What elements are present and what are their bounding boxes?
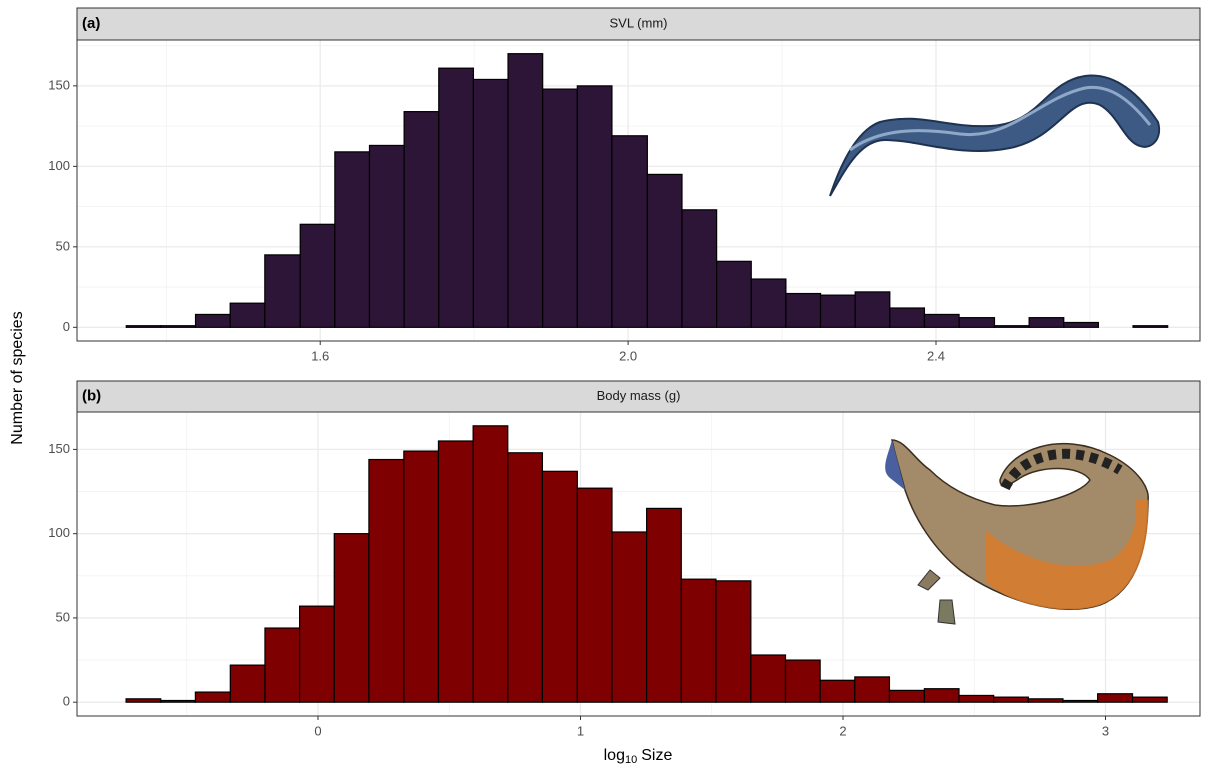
bar	[125, 325, 162, 328]
x-tick-label: 2	[839, 723, 846, 738]
bar	[438, 67, 474, 328]
x-tick-label: 1	[577, 723, 584, 738]
strip	[76, 7, 1201, 41]
bar	[472, 78, 509, 328]
y-axis-title: Number of species	[9, 311, 26, 444]
bar	[854, 676, 891, 703]
bar	[576, 487, 613, 703]
y-tick-label: 0	[63, 694, 70, 709]
bar	[923, 313, 960, 328]
bar	[334, 151, 371, 328]
y-tick-label: 0	[63, 319, 70, 334]
y-tick-label: 100	[48, 158, 70, 173]
y-tick-label: 150	[48, 441, 70, 456]
bar	[750, 278, 787, 328]
bars-layer	[125, 425, 1168, 703]
bar	[680, 578, 717, 703]
bar	[437, 440, 474, 703]
bar	[681, 209, 718, 328]
bar	[403, 450, 440, 703]
panel-border	[76, 411, 1201, 717]
bar	[785, 292, 822, 328]
x-tick-label: 0	[314, 723, 321, 738]
bar	[888, 689, 925, 703]
bar	[472, 425, 509, 703]
x-tick-label: 3	[1102, 723, 1109, 738]
bar	[1097, 693, 1134, 703]
bar	[819, 679, 856, 703]
bar	[368, 458, 405, 703]
bar	[194, 691, 231, 703]
bar	[403, 111, 440, 328]
bar	[784, 659, 821, 703]
y-tick-label: 50	[56, 238, 70, 253]
bar	[541, 470, 578, 703]
bar	[507, 53, 544, 328]
bar	[264, 254, 301, 328]
panel-tag: (a)	[82, 15, 100, 32]
bar	[993, 325, 1030, 328]
bar	[611, 135, 648, 328]
x-tick-label: 2.0	[619, 348, 637, 363]
x-title-sub: 10	[625, 754, 637, 766]
bar	[819, 294, 856, 328]
bar	[889, 307, 926, 328]
bar	[1063, 321, 1099, 328]
snake-illustration	[829, 74, 1161, 197]
bar	[611, 531, 648, 703]
bar	[716, 260, 752, 328]
bar	[715, 580, 752, 703]
y-tick-label: 100	[48, 525, 70, 540]
panel-tag: (b)	[82, 387, 101, 404]
bar	[264, 627, 301, 703]
bar	[576, 85, 613, 328]
bar	[1132, 325, 1169, 328]
bars-layer	[125, 53, 1169, 328]
bar	[646, 507, 682, 703]
x-title-main: log	[604, 747, 625, 764]
strip-title: Body mass (g)	[597, 388, 681, 403]
bar	[993, 696, 1029, 703]
bar	[125, 698, 162, 703]
bar	[750, 654, 787, 703]
bar	[646, 173, 683, 328]
lizard-illustration	[885, 439, 1149, 625]
bar	[542, 88, 578, 328]
bar	[194, 313, 231, 328]
y-tick-label: 150	[48, 77, 70, 92]
bar	[229, 664, 266, 703]
x-axis-title: log10 Size	[604, 747, 673, 766]
bar	[368, 144, 405, 328]
panel-border	[76, 39, 1201, 342]
strip-title: SVL (mm)	[609, 15, 667, 30]
x-tick-label: 1.6	[311, 348, 329, 363]
bar	[958, 317, 996, 328]
bar	[160, 699, 196, 703]
bar	[1131, 696, 1168, 703]
bar	[923, 688, 960, 703]
bar	[333, 533, 370, 703]
bar	[299, 223, 336, 328]
bar	[1027, 698, 1064, 703]
y-tick-label: 50	[56, 609, 70, 624]
bar	[299, 605, 335, 703]
x-title-rest: Size	[641, 747, 672, 764]
bar	[160, 325, 197, 328]
bar	[854, 291, 891, 328]
bar	[507, 452, 544, 703]
bar	[229, 302, 266, 328]
bar	[958, 694, 995, 703]
bar	[1028, 317, 1065, 328]
x-tick-label: 2.4	[927, 348, 945, 363]
bar	[1062, 699, 1099, 703]
